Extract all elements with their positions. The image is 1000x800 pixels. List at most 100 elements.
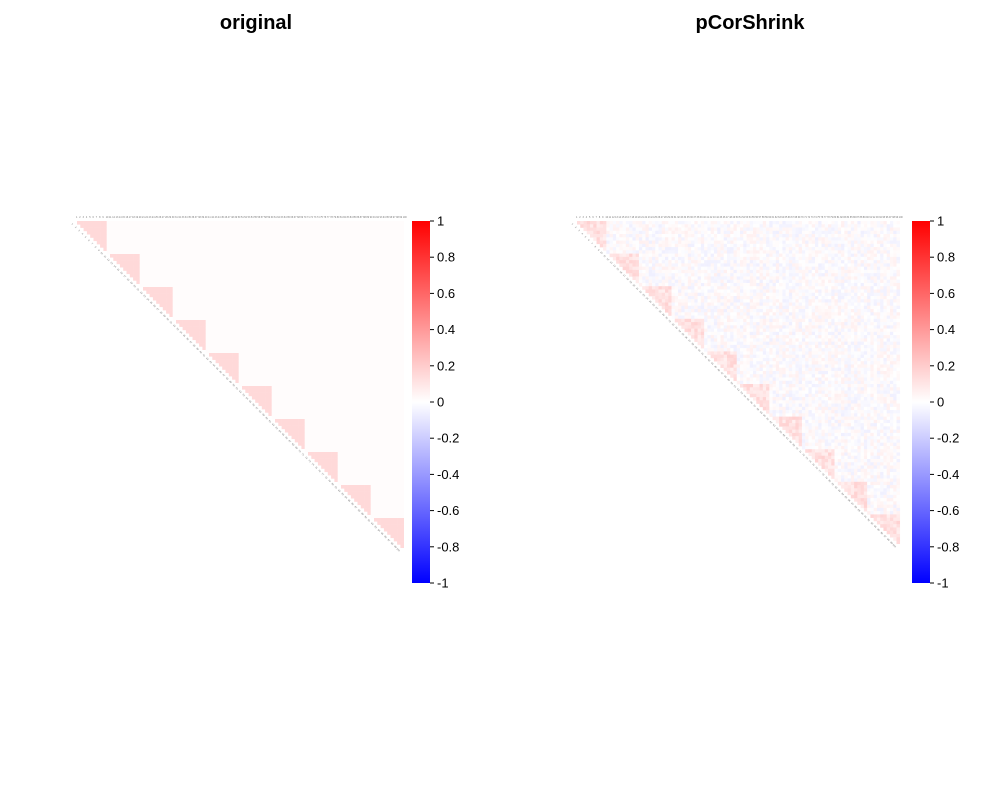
- heatmap-cell: [383, 316, 388, 321]
- heatmap-cell: [284, 287, 289, 291]
- heatmap-cell: [308, 270, 312, 275]
- heatmap-cell: [258, 349, 263, 354]
- heatmap-cell: [179, 277, 183, 281]
- heatmap-cell: [311, 326, 315, 331]
- heatmap-cell: [331, 372, 335, 377]
- heatmap-cell: [225, 362, 230, 367]
- heatmap-cell: [294, 428, 299, 433]
- heatmap-cell: [380, 419, 385, 423]
- heatmap-cell: [265, 339, 269, 344]
- heatmap-cell: [344, 395, 348, 400]
- heatmap-cell: [317, 442, 322, 446]
- heatmap-cell: [265, 221, 269, 225]
- heatmap-cell: [90, 221, 94, 225]
- heatmap-cell: [390, 310, 395, 314]
- heatmap-cell: [354, 296, 358, 301]
- heatmap-cell: [143, 273, 147, 278]
- heatmap-cell: [258, 303, 263, 308]
- heatmap-cell: [350, 485, 355, 489]
- heatmap-cell: [192, 234, 197, 238]
- heatmap-cell: [327, 428, 332, 433]
- heatmap-cell: [377, 409, 381, 413]
- heatmap-cell: [143, 227, 147, 232]
- heatmap-cell: [199, 267, 203, 271]
- heatmap-cell: [331, 346, 335, 350]
- heatmap-cell: [209, 290, 213, 294]
- heatmap-cell: [380, 386, 385, 390]
- heatmap-cell: [370, 283, 375, 288]
- heatmap-cell: [341, 353, 345, 357]
- heatmap-cell: [139, 250, 144, 255]
- heatmap-cell: [334, 306, 338, 311]
- heatmap-cell: [354, 257, 358, 261]
- heatmap-cell: [383, 230, 388, 235]
- heatmap-cell: [275, 244, 279, 248]
- heatmap-cell: [380, 524, 385, 529]
- heatmap-cell: [327, 389, 332, 393]
- heatmap-cell: [301, 263, 305, 268]
- heatmap-cell: [159, 227, 164, 232]
- heatmap-cell: [324, 422, 329, 426]
- heatmap-cell: [126, 221, 131, 225]
- heatmap-cell: [205, 250, 210, 255]
- heatmap-cell: [202, 296, 206, 301]
- heatmap-cell: [281, 323, 286, 327]
- heatmap-cell: [202, 329, 206, 334]
- heatmap-cell: [255, 369, 259, 374]
- heatmap-cell: [364, 402, 368, 407]
- heatmap-cell: [393, 504, 398, 509]
- heatmap-cell: [367, 488, 371, 492]
- heatmap-cell: [400, 277, 404, 281]
- heatmap-cell: [265, 234, 269, 238]
- heatmap-cell: [360, 323, 365, 327]
- heatmap-cell: [327, 448, 332, 453]
- heatmap-cell: [334, 425, 338, 430]
- heatmap-cell: [215, 296, 220, 301]
- heatmap-cell: [179, 257, 183, 261]
- heatmap-cell: [242, 283, 246, 288]
- heatmap-cell: [390, 339, 395, 344]
- heatmap-cell: [370, 478, 375, 482]
- heatmap-cell: [268, 353, 272, 357]
- heatmap-cell: [242, 369, 246, 374]
- heatmap-cell: [298, 277, 302, 281]
- heatmap-cell: [162, 273, 167, 278]
- heatmap-cell: [380, 465, 385, 469]
- heatmap-cell: [354, 465, 358, 469]
- heatmap-cell: [225, 260, 230, 265]
- heatmap-cell: [172, 283, 177, 288]
- heatmap-cell: [324, 260, 329, 265]
- heatmap-cell: [390, 280, 395, 284]
- heatmap-cell: [251, 392, 256, 397]
- heatmap-cell: [390, 237, 395, 242]
- heatmap-cell: [304, 379, 309, 383]
- heatmap-cell: [344, 356, 348, 360]
- heatmap-cell: [311, 346, 315, 350]
- heatmap-cell: [301, 346, 305, 350]
- heatmap-cell: [251, 379, 256, 383]
- heatmap-cell: [248, 343, 253, 347]
- heatmap-cell: [393, 478, 398, 482]
- heatmap-cell: [364, 313, 368, 317]
- heatmap-cell: [176, 277, 180, 281]
- heatmap-cell: [199, 306, 203, 311]
- heatmap-cell: [377, 346, 381, 350]
- heatmap-cell: [159, 290, 164, 294]
- heatmap-cell: [321, 303, 325, 308]
- heatmap-cell: [347, 237, 352, 242]
- heatmap-cell: [149, 273, 154, 278]
- heatmap-cell: [133, 227, 137, 232]
- heatmap-cell: [327, 293, 332, 298]
- heatmap-cell: [291, 415, 296, 420]
- variable-label-top: 9: [102, 216, 104, 219]
- heatmap-cell: [215, 313, 220, 317]
- heatmap-cell: [341, 303, 345, 308]
- heatmap-cell: [341, 339, 345, 344]
- heatmap-cell: [242, 310, 246, 314]
- heatmap-cell: [195, 244, 200, 248]
- heatmap-cell: [350, 244, 355, 248]
- heatmap-cell: [327, 468, 332, 473]
- heatmap-cell: [367, 263, 371, 268]
- heatmap-cell: [248, 270, 253, 275]
- heatmap-cell: [218, 287, 223, 291]
